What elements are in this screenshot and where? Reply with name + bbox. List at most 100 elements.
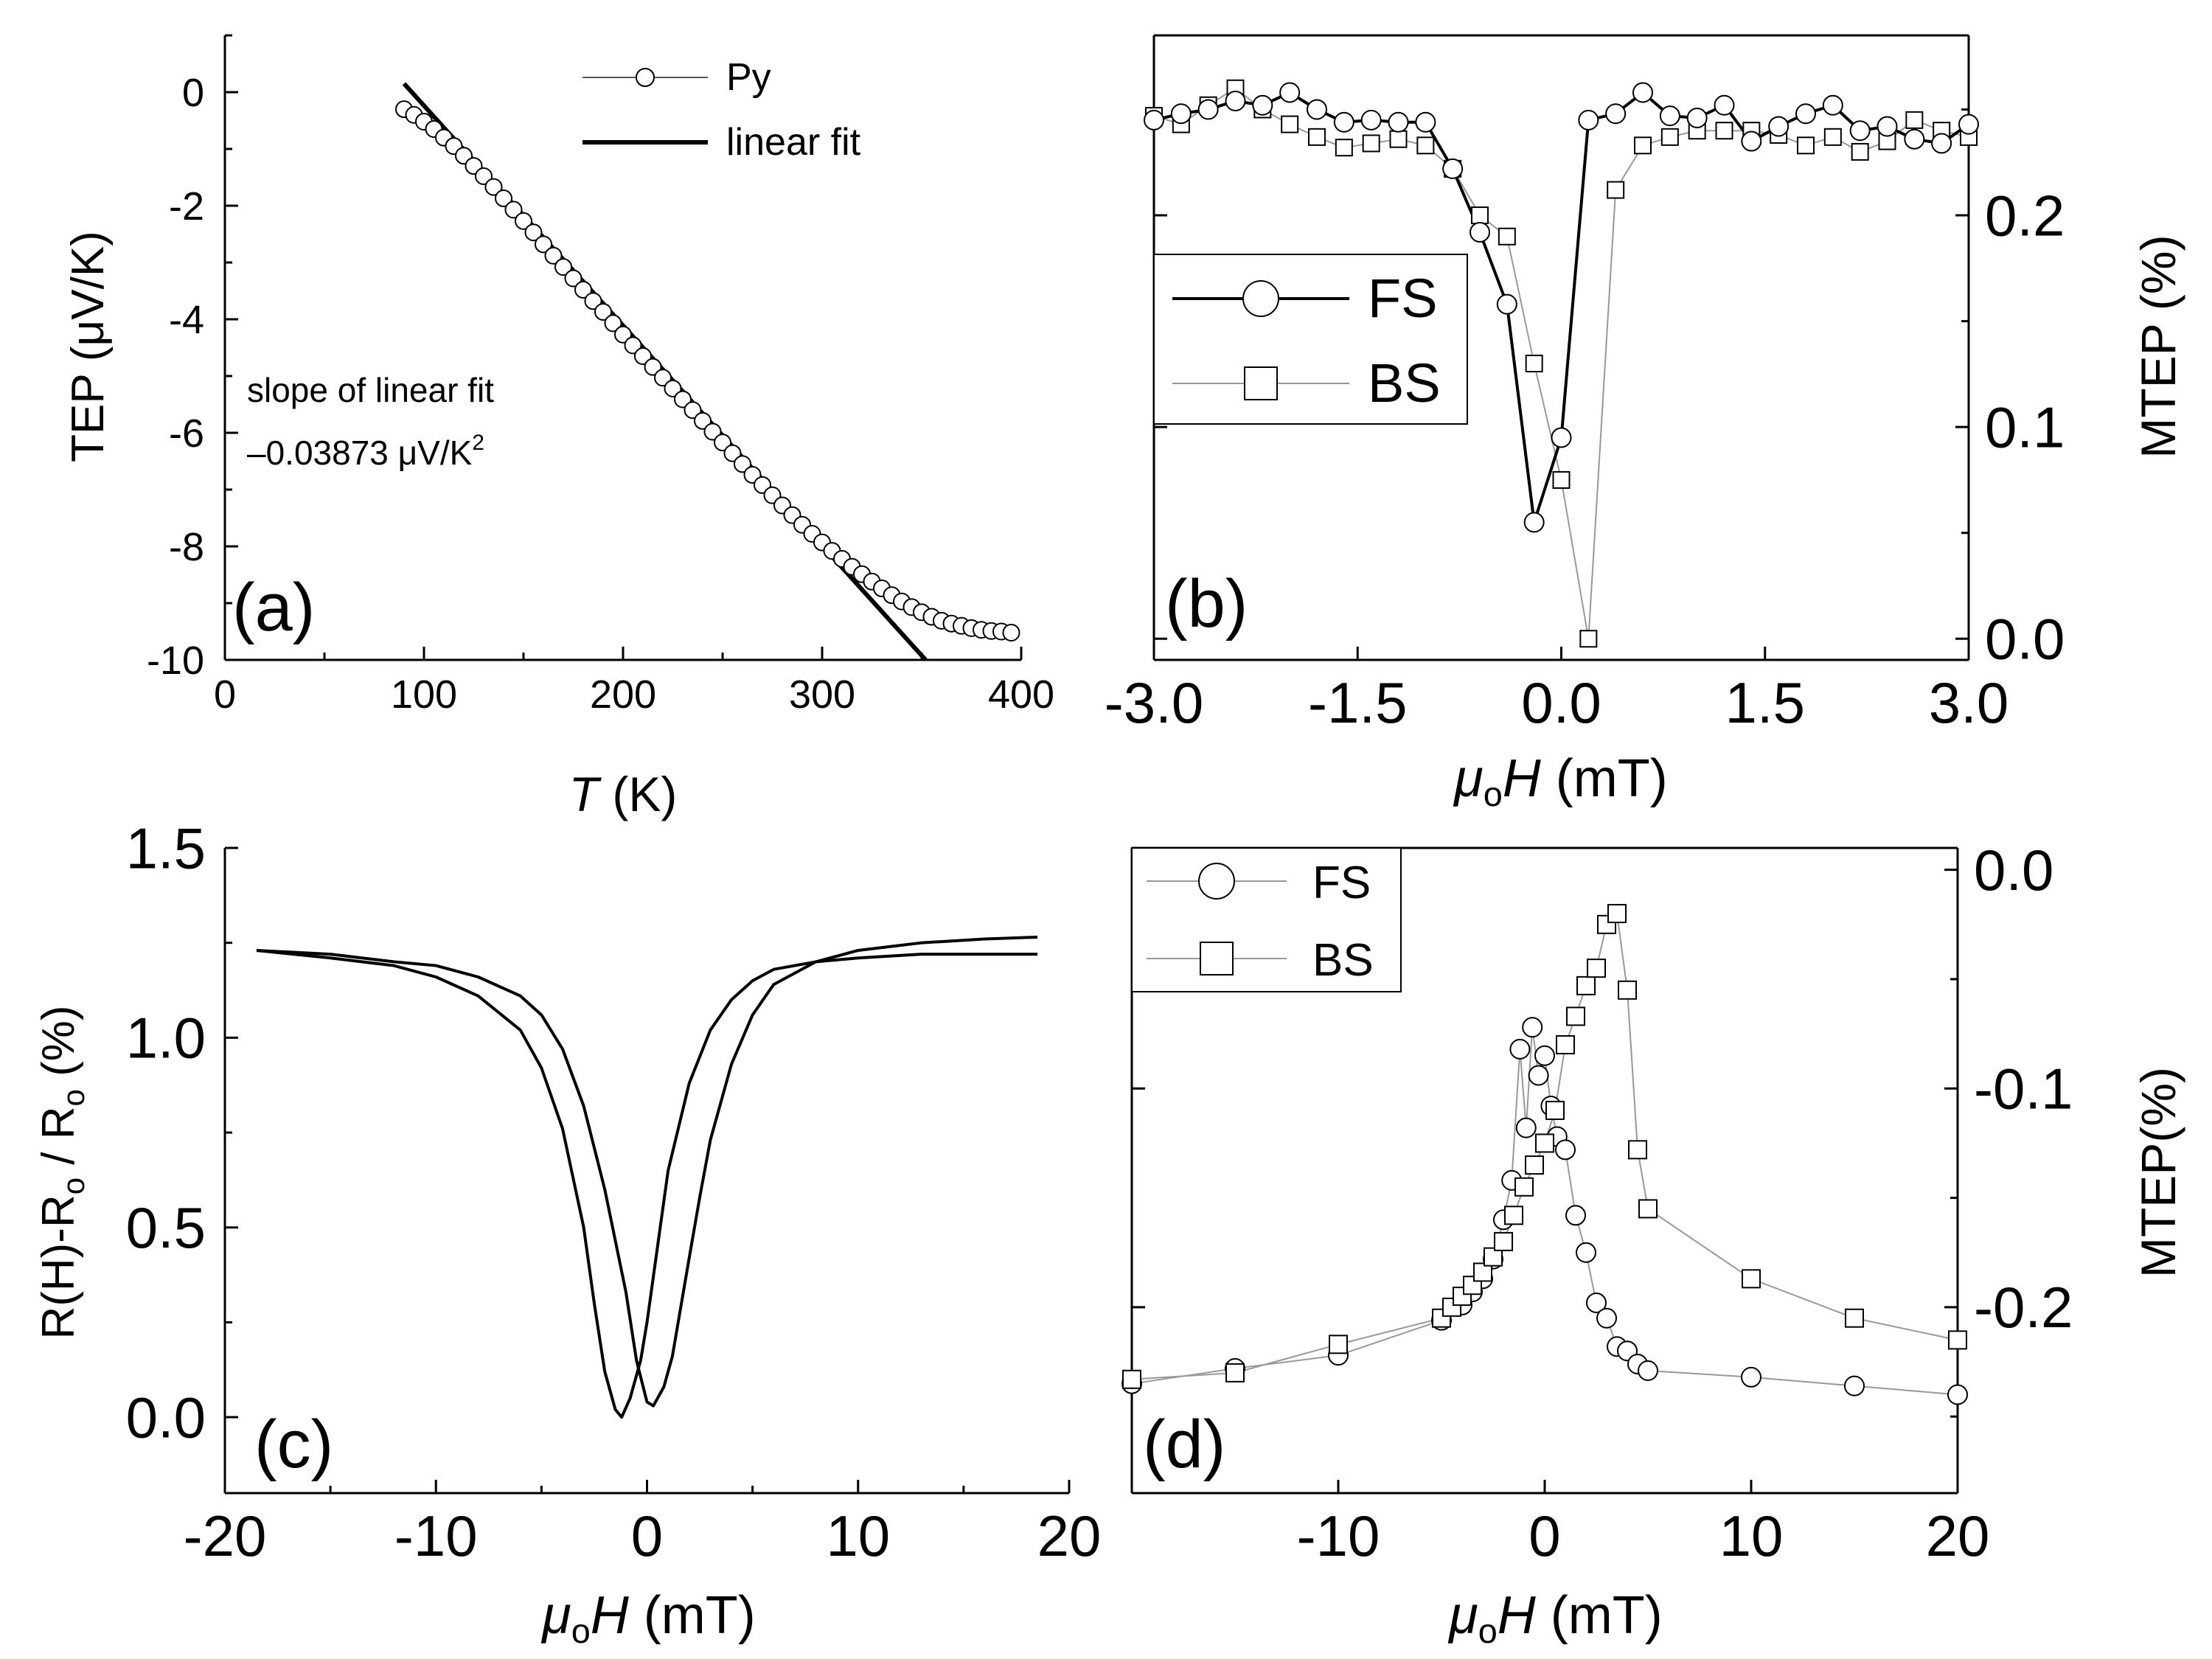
y-tick-label: 0.5 xyxy=(126,1195,206,1260)
fs-point xyxy=(1586,1292,1607,1313)
panel-d: -10 0 10 20 0.0 -0.1 -0.2 FS BS (d) μoH (mT) MTEP(%… xyxy=(1121,838,2185,1650)
py-point xyxy=(664,379,682,397)
panel-label-d: (d) xyxy=(1143,1407,1225,1482)
panel-label-b: (b) xyxy=(1165,566,1248,641)
fs-point xyxy=(1931,133,1952,154)
legend-bs-label: BS xyxy=(1368,352,1441,414)
py-point xyxy=(495,189,512,207)
legend-bs-marker xyxy=(1244,366,1278,400)
fs-point xyxy=(1877,116,1898,137)
fs-point xyxy=(1470,222,1490,243)
bs-point xyxy=(1308,128,1326,146)
py-point xyxy=(604,314,622,333)
x-tick-label: 3.0 xyxy=(1929,670,2008,735)
fs-point xyxy=(1442,158,1464,179)
fs-point xyxy=(1741,1366,1761,1388)
x-tick-label: -1.5 xyxy=(1308,670,1407,735)
legend-fs-label: FS xyxy=(1368,268,1438,329)
fs-point xyxy=(1523,512,1545,533)
x-tick-label: 200 xyxy=(590,672,656,717)
fs-point xyxy=(1714,94,1735,116)
legend-box-d xyxy=(1131,847,1402,992)
x-axis-label-b: μoH (mT) xyxy=(1453,749,1667,813)
fs-point xyxy=(1576,1242,1596,1263)
x-tick-label: 0.0 xyxy=(1521,670,1601,735)
bs-point xyxy=(1566,1006,1585,1026)
fs-point xyxy=(1844,1375,1865,1397)
legend-fs-label: FS xyxy=(1312,858,1371,908)
fs-point xyxy=(1605,103,1627,125)
fs-point xyxy=(1515,1117,1537,1138)
fs-point xyxy=(1534,1045,1555,1066)
bs-point xyxy=(1715,122,1733,140)
legend-fit-label: linear fit xyxy=(726,121,861,164)
py-point xyxy=(564,269,582,288)
bs-point xyxy=(1742,1269,1761,1289)
py-point xyxy=(475,167,493,185)
x-tick-label: 0 xyxy=(214,672,236,717)
fs-point xyxy=(1632,82,1653,103)
py-point xyxy=(674,390,692,408)
panel-label-c: (c) xyxy=(254,1407,333,1482)
x-axis-label-c: μoH (mT) xyxy=(540,1586,755,1650)
y-tick-label: -6 xyxy=(169,411,204,456)
x-tick-label: -3.0 xyxy=(1105,670,1203,735)
fs-point xyxy=(1522,1017,1543,1038)
py-point xyxy=(484,178,503,196)
x-tick-label: 300 xyxy=(789,672,855,717)
py-point xyxy=(594,302,612,321)
y-axis-label-d: MTEP(%) xyxy=(2131,1067,2185,1278)
py-point xyxy=(714,434,731,452)
fs-point xyxy=(1388,111,1409,133)
y-tick-label: -0.2 xyxy=(1974,1275,2073,1340)
fs-point xyxy=(1551,427,1572,448)
py-point xyxy=(684,401,702,420)
x-tick-label: 400 xyxy=(988,672,1054,717)
fs-point xyxy=(1496,293,1517,315)
y-axis-label-b: MTEP (%) xyxy=(2131,234,2185,458)
fs-point xyxy=(1686,107,1708,128)
y-axis-label-c: R(H)-Ro / Ro (%) xyxy=(33,1005,91,1339)
bs-point xyxy=(1552,470,1571,489)
x-tick-label: 20 xyxy=(1037,1503,1102,1568)
bs-point xyxy=(1498,227,1516,246)
panel-c: -20 -10 0 10 20 0.0 0.5 1.0 1.5 (c) μoH (mT) R(H)-R… xyxy=(33,815,1101,1650)
py-point xyxy=(694,411,712,430)
x-tick-label: 0 xyxy=(1528,1503,1560,1568)
x-axis-label-a: T (K) xyxy=(569,767,678,821)
bs-point xyxy=(1587,959,1606,978)
x-tick-label: -20 xyxy=(184,1503,267,1568)
mr-curve-2 xyxy=(256,935,1038,1408)
fs-point xyxy=(1741,131,1762,152)
bs-point xyxy=(1618,980,1637,1000)
y-tick-label: 1.5 xyxy=(126,815,206,880)
py-point xyxy=(624,336,642,355)
fs-point xyxy=(1958,114,1979,135)
bs-point xyxy=(1576,975,1596,995)
py-point xyxy=(734,455,751,473)
x-tick-label: 10 xyxy=(1719,1503,1784,1568)
x-tick-label: 20 xyxy=(1926,1503,1990,1568)
y-tick-label: -0.1 xyxy=(1974,1057,2073,1121)
y-tick-label: 1.0 xyxy=(126,1006,206,1071)
x-tick-label: -10 xyxy=(1297,1503,1380,1568)
x-tick-label: -10 xyxy=(394,1503,478,1568)
bs-point xyxy=(1416,136,1435,155)
py-point xyxy=(723,444,742,462)
py-point xyxy=(504,201,523,219)
x-tick-label: 1.5 xyxy=(1725,670,1805,735)
fs-point xyxy=(1415,111,1436,133)
bs-point xyxy=(1579,630,1598,648)
x-tick-label: 100 xyxy=(391,672,457,717)
legend-box-b xyxy=(1153,254,1468,425)
fs-point xyxy=(1197,99,1219,120)
fs-point xyxy=(1333,111,1354,133)
bs-point xyxy=(1471,206,1489,225)
y-tick-label: 0.0 xyxy=(1985,607,2065,672)
fit-annotation-line1: slope of linear fit xyxy=(247,371,494,409)
x-tick-label: 0 xyxy=(631,1503,663,1568)
fs-point xyxy=(1555,1139,1576,1161)
y-tick-label: 0.2 xyxy=(1985,183,2065,248)
py-point xyxy=(584,292,602,310)
